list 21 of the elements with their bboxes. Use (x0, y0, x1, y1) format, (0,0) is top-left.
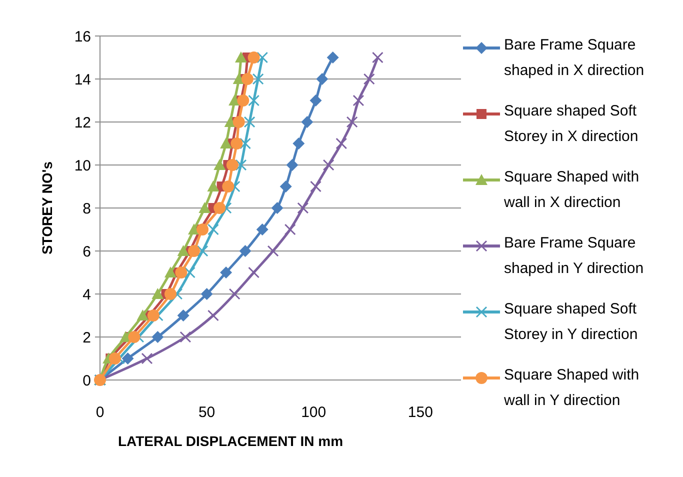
x-axis-title: LATERAL DISPLACEMENT IN mm (118, 433, 344, 449)
y-tick-label: 10 (74, 157, 91, 174)
legend-label: Square shaped Soft Storey in X direction (504, 102, 638, 145)
y-tick-label: 12 (74, 114, 91, 132)
y-tick-label: 14 (74, 71, 91, 88)
x-tick-label: 100 (301, 404, 326, 421)
x-tick-label: 150 (408, 404, 433, 421)
y-tick-label: 2 (82, 329, 91, 346)
legend-label: Square shaped Soft Storey in Y direction (504, 300, 638, 343)
y-tick-label: 4 (82, 286, 91, 304)
y-tick-label: 6 (82, 243, 91, 260)
legend-label: Bare Frame Square shaped in X direction (504, 36, 644, 79)
y-tick-label: 0 (82, 372, 91, 390)
legend-label: Bare Frame Square shaped in Y direction (504, 234, 644, 277)
y-tick-label: 16 (74, 28, 91, 46)
y-axis-title: STOREY NO's (39, 161, 55, 255)
legend-label: Square Shaped with wall in Y direction (503, 366, 640, 409)
x-tick-label: 0 (96, 404, 104, 421)
y-tick-label: 8 (82, 200, 91, 218)
legend-label: Square Shaped with wall in X direction (503, 168, 640, 211)
x-tick-label: 50 (198, 404, 216, 421)
